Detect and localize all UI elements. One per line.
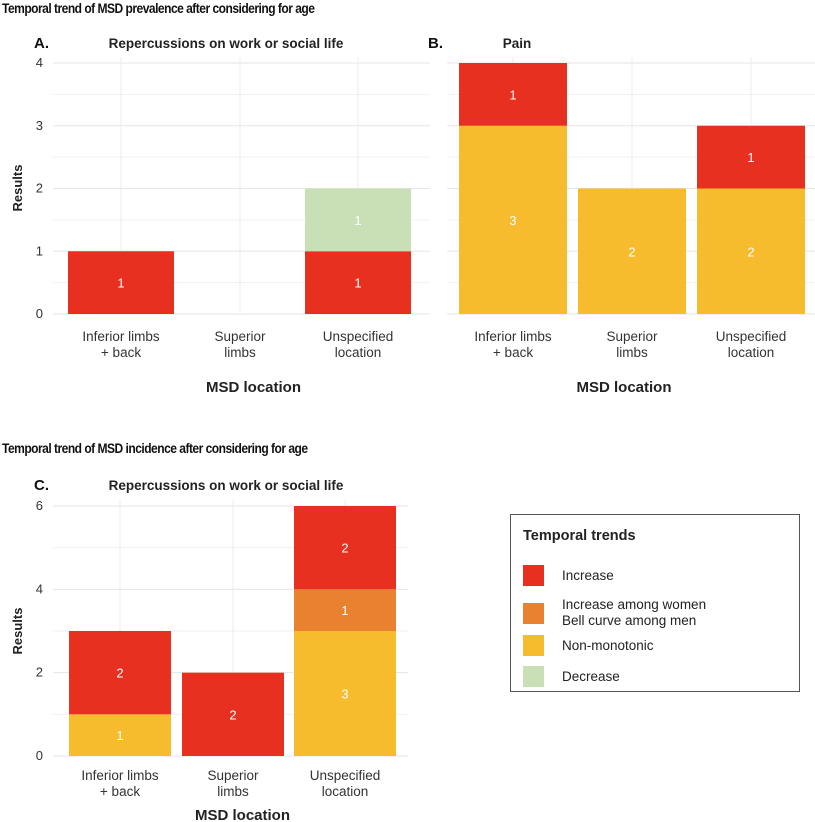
y-axis-title: Results	[10, 165, 25, 212]
legend-item-non-monotonic: Non-monotonic	[523, 635, 654, 656]
bar-value-label: 2	[628, 244, 635, 259]
x-category-label: + back	[493, 345, 533, 360]
panel-letter: C.	[34, 477, 49, 494]
x-category-label: Unspecified	[310, 768, 381, 783]
x-category-label: + back	[100, 784, 140, 799]
bar-segment	[459, 63, 567, 126]
y-tick-label: 4	[36, 55, 43, 70]
bar-segment	[697, 188, 805, 314]
panel-title: Repercussions on work or social life	[109, 478, 344, 493]
panel-letter: A.	[34, 35, 49, 52]
x-category-label: + back	[101, 345, 141, 360]
bar-value-label: 1	[509, 87, 516, 102]
y-tick-label: 0	[36, 306, 43, 321]
y-tick-label: 4	[36, 581, 43, 596]
bar-segment	[459, 125, 567, 314]
x-category-label: Superior	[207, 768, 259, 783]
y-tick-label: 2	[36, 665, 43, 680]
x-axis-title: MSD location	[576, 379, 671, 396]
legend-title: Temporal trends	[523, 528, 636, 544]
x-category-label: Unspecified	[716, 329, 787, 344]
legend-label: Increase	[562, 567, 614, 583]
x-axis-title: MSD location	[206, 379, 301, 396]
x-category-label: Superior	[606, 329, 658, 344]
y-axis-title: Results	[10, 608, 25, 655]
legend-swatch-decrease	[523, 666, 544, 687]
legend-label-line: Bell curve among men	[562, 613, 697, 628]
legend-item-increase: Increase	[523, 565, 614, 586]
x-category-label: Unspecified	[323, 329, 394, 344]
bar-segment	[305, 188, 411, 252]
legend-label-line: Increase among women	[562, 597, 707, 612]
bar-segment	[294, 631, 396, 756]
bar-value-label: 1	[341, 603, 348, 618]
y-tick-label: 2	[36, 181, 43, 196]
legend-label: Decrease	[562, 668, 620, 684]
x-category-label: Inferior limbs	[474, 329, 552, 344]
prevalence-section-title: Temporal trend of MSD prevalence after c…	[2, 0, 315, 16]
bar-segment	[578, 188, 686, 314]
bar-segment	[294, 589, 396, 631]
x-category-label: Inferior limbs	[82, 329, 160, 344]
bar-segment	[697, 125, 805, 189]
bar-value-label: 3	[509, 213, 516, 228]
panel-letter: B.	[428, 35, 443, 52]
legend-swatch-increase-women	[523, 602, 544, 624]
incidence-section-title: Temporal trend of MSD incidence after co…	[2, 440, 308, 456]
panel-title: Repercussions on work or social life	[109, 36, 344, 51]
legend-box: Temporal trends Increase Increase among …	[510, 514, 800, 692]
x-category-label: location	[322, 784, 369, 799]
bar-segment	[68, 251, 174, 314]
bar-value-label: 2	[747, 244, 754, 259]
x-axis-title: MSD location	[195, 807, 290, 822]
y-tick-label: 3	[36, 118, 43, 133]
bar-segment	[294, 506, 396, 590]
legend-label: Increase among women Bell curve among me…	[562, 597, 706, 629]
bar-segment	[305, 251, 411, 314]
x-category-label: Superior	[214, 329, 266, 344]
bar-value-label: 1	[117, 276, 124, 291]
x-category-label: limbs	[616, 345, 648, 360]
y-tick-label: 1	[36, 243, 43, 258]
x-category-label: limbs	[224, 345, 256, 360]
bar-segment	[182, 672, 284, 756]
legend-item-increase-women: Increase among women Bell curve among me…	[523, 597, 706, 629]
legend-swatch-non-monotonic	[523, 635, 544, 656]
x-category-label: location	[335, 345, 382, 360]
panel-title: Pain	[503, 36, 532, 51]
legend-swatch-increase	[523, 565, 544, 586]
x-category-label: location	[728, 345, 775, 360]
bar-value-label: 3	[341, 687, 348, 702]
bar-value-label: 2	[116, 666, 123, 681]
y-tick-label: 0	[36, 748, 43, 763]
x-category-label: limbs	[217, 784, 249, 799]
bar-segment	[69, 631, 171, 715]
legend-item-decrease: Decrease	[523, 666, 620, 687]
legend-label: Non-monotonic	[562, 637, 654, 653]
bar-value-label: 1	[747, 150, 754, 165]
bar-value-label: 2	[229, 707, 236, 722]
bar-segment	[69, 714, 171, 756]
x-category-label: Inferior limbs	[81, 768, 159, 783]
bar-value-label: 1	[116, 728, 123, 743]
bar-value-label: 1	[354, 213, 361, 228]
bar-value-label: 2	[341, 541, 348, 556]
y-tick-label: 6	[36, 498, 43, 513]
bar-value-label: 1	[354, 276, 361, 291]
